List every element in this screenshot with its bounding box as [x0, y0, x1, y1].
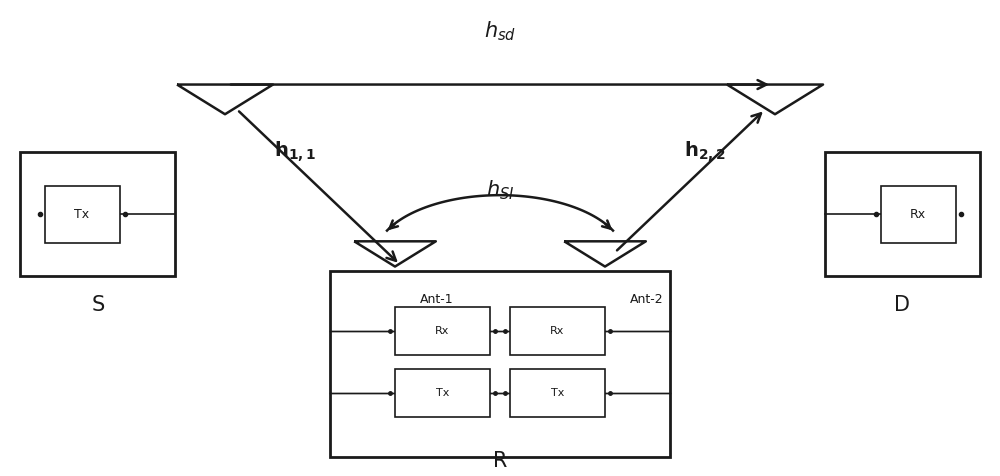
Bar [510, 369, 605, 416]
Bar [20, 152, 175, 276]
Polygon shape [564, 241, 646, 267]
Text: Tx: Tx [74, 208, 90, 221]
Bar [825, 152, 980, 276]
Text: $\bf{h}_{1,1}$: $\bf{h}_{1,1}$ [274, 140, 316, 164]
Text: Rx: Rx [550, 326, 565, 336]
Polygon shape [727, 85, 823, 114]
Polygon shape [177, 85, 273, 114]
Bar [510, 307, 605, 355]
Bar [330, 271, 670, 457]
Text: $\bf{h}_{2,2}$: $\bf{h}_{2,2}$ [684, 140, 726, 164]
Text: Tx: Tx [551, 387, 564, 398]
Text: $h_{SI}$: $h_{SI}$ [486, 178, 514, 202]
Bar [395, 307, 490, 355]
Bar [881, 186, 956, 243]
Text: D: D [894, 295, 910, 315]
Text: S: S [91, 295, 105, 315]
Bar [45, 186, 120, 243]
Bar [395, 369, 490, 416]
Text: $h_{sd}$: $h_{sd}$ [484, 19, 516, 43]
Text: Ant-2: Ant-2 [630, 293, 664, 306]
Text: Ant-1: Ant-1 [420, 293, 454, 306]
Text: Rx: Rx [435, 326, 450, 336]
Text: Tx: Tx [436, 387, 449, 398]
Text: R: R [493, 451, 507, 471]
Text: Rx: Rx [910, 208, 926, 221]
Polygon shape [354, 241, 436, 267]
